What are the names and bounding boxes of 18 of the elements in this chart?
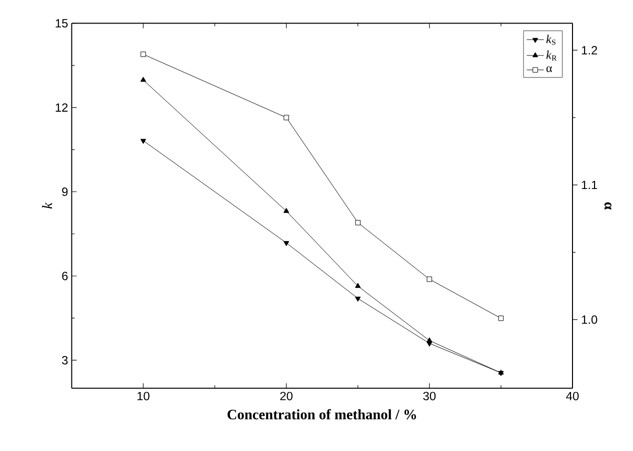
legend-label: k$_{R}$ [546, 50, 557, 61]
y-tick-label: 9 [62, 188, 68, 196]
y-tick-label: 15 [56, 19, 68, 28]
y2-tick-label: 1.1 [582, 180, 598, 190]
x-axis-title: Concentration of methanol / % [228, 409, 416, 420]
y-axis-title: k [42, 202, 52, 209]
x-tick-label: 10 [138, 392, 150, 400]
x-tick-label: 20 [280, 392, 293, 400]
legend-label: k$_{S}$ [546, 34, 556, 45]
y2-tick-label: 1.0 [582, 315, 598, 324]
x-tick-label: 40 [566, 392, 579, 400]
y-tick-label: 3 [62, 356, 68, 364]
y-tick-label: 12 [56, 103, 68, 112]
y-tick-label: 6 [62, 272, 68, 280]
legend-label: α [546, 66, 552, 72]
y2-axis-title: α [604, 202, 612, 210]
x-tick-label: 30 [423, 392, 436, 400]
y2-tick-label: 1.2 [582, 46, 598, 54]
